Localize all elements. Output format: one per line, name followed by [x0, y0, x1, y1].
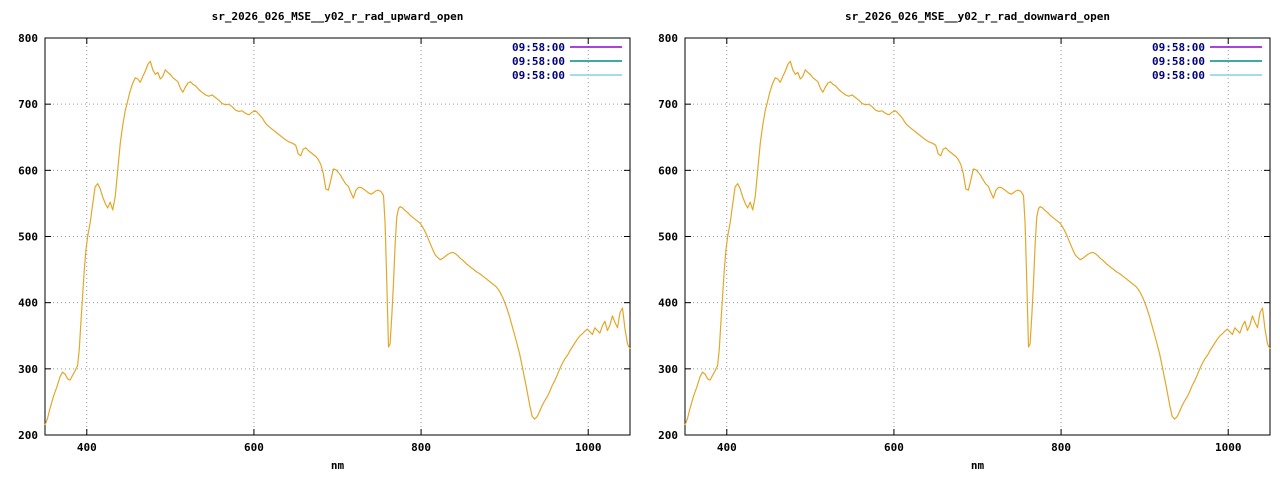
chart-panel-downward: sr_2026_026_MSE__y02_r_rad_downward_open… [640, 0, 1280, 480]
x-tick-label: 1000 [575, 441, 602, 454]
chart-title: sr_2026_026_MSE__y02_r_rad_upward_open [212, 10, 464, 23]
chart-downward-svg: sr_2026_026_MSE__y02_r_rad_downward_open… [640, 0, 1280, 480]
legend-label: 09:58:00 [1152, 69, 1205, 82]
x-tick-label: 400 [77, 441, 97, 454]
chart-upward-svg: sr_2026_026_MSE__y02_r_rad_upward_open 40… [0, 0, 640, 480]
chart-panel-upward: sr_2026_026_MSE__y02_r_rad_upward_open 40… [0, 0, 640, 480]
x-tick-label: 400 [717, 441, 737, 454]
x-tick-label: 800 [411, 441, 431, 454]
legend-label: 09:58:00 [512, 55, 565, 68]
x-tick-label: 600 [244, 441, 264, 454]
x-tick-label: 1000 [1215, 441, 1242, 454]
y-tick-label: 500 [18, 231, 38, 244]
y-tick-label: 700 [18, 98, 38, 111]
legend-label: 09:58:00 [1152, 55, 1205, 68]
legend-label: 09:58:00 [1152, 41, 1205, 54]
y-tick-label: 600 [658, 164, 678, 177]
x-axis-label: nm [971, 459, 985, 472]
spectrum-curve [684, 60, 1271, 426]
y-tick-label: 400 [18, 297, 38, 310]
legend-label: 09:58:00 [512, 69, 565, 82]
x-axis-label: nm [331, 459, 345, 472]
legend-label: 09:58:00 [512, 41, 565, 54]
y-tick-label: 200 [18, 429, 38, 442]
y-tick-label: 200 [658, 429, 678, 442]
y-tick-label: 300 [18, 363, 38, 376]
y-tick-label: 800 [658, 32, 678, 45]
x-tick-label: 800 [1051, 441, 1071, 454]
y-tick-label: 500 [658, 231, 678, 244]
chart-background [0, 0, 640, 480]
y-tick-label: 700 [658, 98, 678, 111]
x-tick-label: 600 [884, 441, 904, 454]
y-tick-label: 400 [658, 297, 678, 310]
y-tick-label: 600 [18, 164, 38, 177]
chart-background [640, 0, 1280, 480]
chart-title: sr_2026_026_MSE__y02_r_rad_downward_open [845, 10, 1110, 23]
y-tick-label: 300 [658, 363, 678, 376]
spectrum-curve [44, 60, 631, 426]
y-tick-label: 800 [18, 32, 38, 45]
